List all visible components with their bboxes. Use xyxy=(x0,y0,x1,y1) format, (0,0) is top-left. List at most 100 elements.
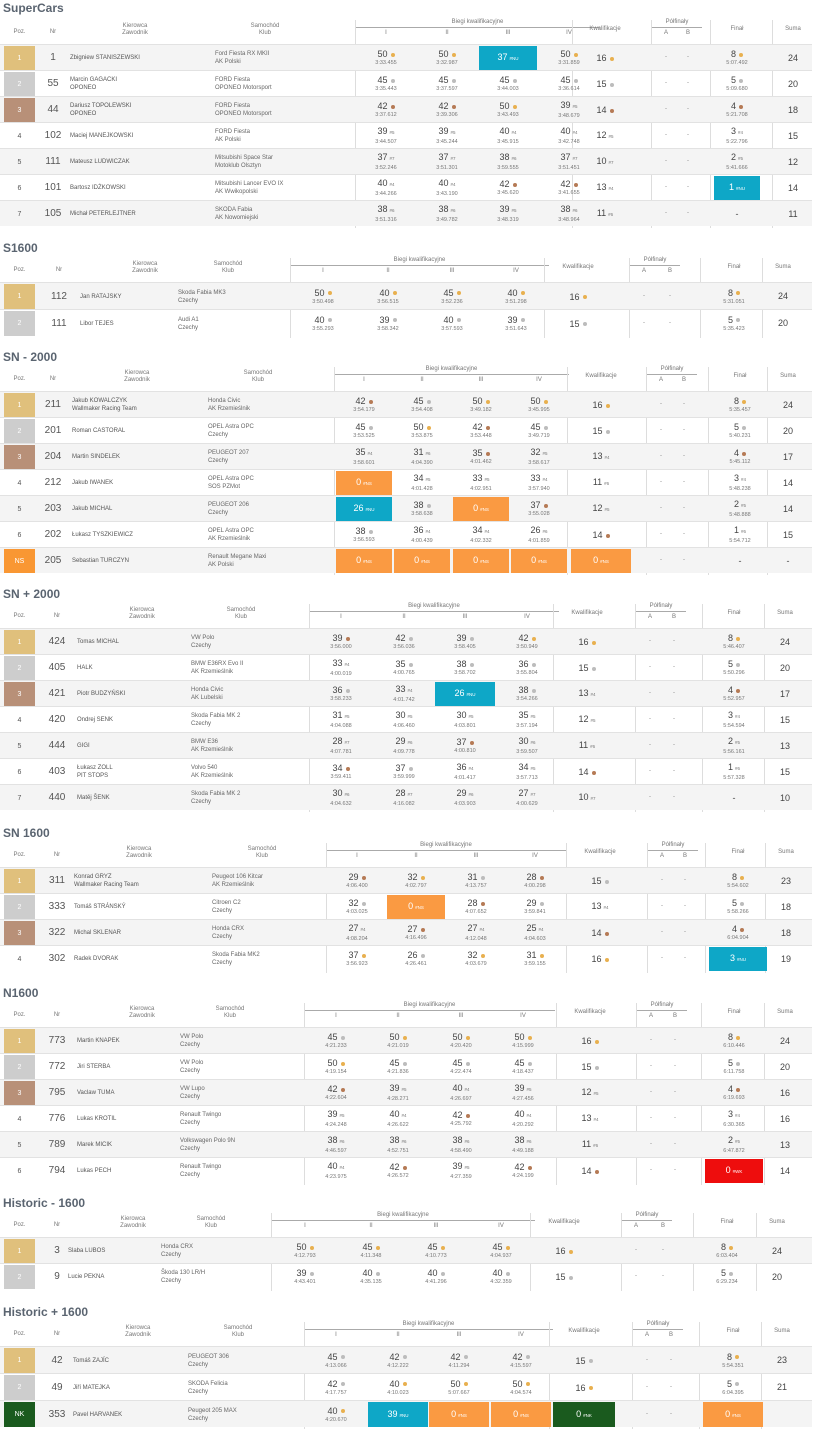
driver-cell: Libor TEJES xyxy=(80,320,114,328)
points-line: 3 #4 xyxy=(728,710,740,722)
heat-time: 4:17.757 xyxy=(325,1389,347,1396)
position-badge: 2 xyxy=(4,1055,35,1079)
medal-dot-icon xyxy=(568,1249,573,1254)
semi-a-cell: - xyxy=(665,132,667,138)
points-line: 39 xyxy=(332,633,350,643)
driver-name: Michał PETERLEJTNER xyxy=(70,211,136,217)
heat-time: 6:10.446 xyxy=(723,1043,745,1049)
heat-time: 5:35.457 xyxy=(729,407,751,413)
points-line: 5 xyxy=(732,898,744,908)
points-line: 26 #NU xyxy=(353,503,374,515)
points-value: 13 xyxy=(596,182,607,192)
points-line: 40 xyxy=(362,1268,380,1278)
sum-value: 15 xyxy=(782,529,793,540)
points-line: 3 #4 xyxy=(731,126,743,138)
car-club: Czechy xyxy=(180,1146,201,1152)
heat-cell-3: 26 #NU xyxy=(435,682,495,706)
heat-time: 4:00.019 xyxy=(330,671,352,677)
heat-cell-2: 26 4:26.461 xyxy=(387,947,445,971)
qualification-cell: 14 xyxy=(576,98,634,122)
heat-time: 3:56.593 xyxy=(353,537,375,543)
heat-cell-2: 40 #4 3:43.190 xyxy=(418,176,476,200)
rank-tag: #4 xyxy=(738,130,744,135)
heat-cell-2: 35 4:00.765 xyxy=(374,656,434,680)
heat-cell-3: 45 3:44.003 xyxy=(479,72,537,96)
points-line: 15 xyxy=(581,1062,599,1072)
heat-cell-1: 36 3:58.233 xyxy=(311,682,371,706)
position-badge: 4 xyxy=(17,1115,22,1123)
final-cell: 5 5:58.266 xyxy=(709,895,767,919)
points-line: 0 #NS xyxy=(356,477,372,489)
points-value: 40 xyxy=(379,287,390,298)
heat-cell-1: 50 4:12.793 xyxy=(273,1239,337,1263)
header-rule xyxy=(355,27,600,28)
rank-tag: #5 xyxy=(450,130,456,135)
final-cell: 2 #5 5:56.161 xyxy=(706,734,762,758)
header-heat-3: III xyxy=(478,377,484,383)
header-driver: Kierowca xyxy=(125,1325,151,1331)
driver-cell: Michal SKLENAR xyxy=(74,929,121,937)
points-value: 45 xyxy=(514,1058,525,1068)
medal-dot-icon xyxy=(368,425,373,430)
qualification-cell: 16 xyxy=(576,46,634,70)
points-line: 39 #5 xyxy=(377,126,394,138)
medal-dot-icon xyxy=(390,78,395,83)
points-line: 42 xyxy=(450,1352,468,1362)
heat-time: 5:52.957 xyxy=(723,696,745,702)
heat-time: 4:04.390 xyxy=(411,460,433,466)
points-value: 32 xyxy=(530,447,541,457)
points-value: 40 xyxy=(560,126,571,136)
rank-tag: #NS xyxy=(458,1412,467,1418)
heat-cell-3: 0 #NS xyxy=(453,497,509,521)
points-value: 39 xyxy=(389,1083,400,1093)
driver-name: Michal SKLENAR xyxy=(74,930,122,936)
heat-time: 4:13.757 xyxy=(465,883,487,889)
points-line: 2 #5 xyxy=(734,499,746,511)
points-line: 42 xyxy=(327,1379,345,1389)
section-title: SuperCars xyxy=(3,1,64,15)
points-value: 28 xyxy=(467,898,478,908)
heat-cell-4: 0 #NS xyxy=(511,549,567,573)
driver-name: Marek MICIK xyxy=(77,1142,113,1148)
driver-name: Slaba LUBOS xyxy=(68,1248,106,1254)
driver-name: Marcin GAGACKI xyxy=(70,77,118,83)
semi-a-cell: - xyxy=(650,1167,652,1173)
points-line: 28 #7 xyxy=(332,736,349,748)
heat-cell-2: 39 #5 4:28.271 xyxy=(368,1081,428,1105)
points-line: 42 xyxy=(472,422,490,432)
points-value: 39 xyxy=(327,1109,338,1119)
points-value: 50 xyxy=(512,1378,523,1389)
driver-cell: Tomas MICHAL xyxy=(77,638,119,646)
heat-time: 5:46.407 xyxy=(723,644,745,650)
medal-dot-icon xyxy=(480,901,485,906)
car-model: BMW E36RX Evo II xyxy=(191,661,244,667)
car-club: Czechy xyxy=(180,1094,201,1100)
car-number: 421 xyxy=(48,688,66,699)
points-value: 45 xyxy=(530,422,541,432)
heat-cell-2: 34 #5 4:01.428 xyxy=(394,471,450,495)
points-value: 29 xyxy=(395,736,406,746)
rank-tag: #NS xyxy=(600,559,609,564)
final-cell: - xyxy=(706,786,762,810)
heat-cell-4: 40 4:32.359 xyxy=(469,1265,533,1289)
header-semis: Półfinały xyxy=(643,257,667,263)
points-value: 40 xyxy=(452,1083,463,1093)
points-value: 29 xyxy=(456,788,467,798)
header-qual: Kwalifikacje xyxy=(548,1219,580,1225)
car-cell: Honda Civic AK Rzemieślnik xyxy=(208,397,250,413)
driver-cell: Jiří MATEJKA xyxy=(73,1384,110,1392)
header-semi-a: A xyxy=(659,853,664,859)
header-driver: Kierowca xyxy=(129,1006,155,1012)
car-number: 444 xyxy=(48,740,66,751)
column-divider xyxy=(764,604,765,812)
semi-b-cell: - xyxy=(683,557,685,563)
heat-time: 5:09.680 xyxy=(726,86,748,92)
car-cell: Ford Fiesta RX MKII AK Polski xyxy=(215,50,269,66)
car-model: Renault Twingo xyxy=(180,1112,222,1118)
qualification-cell: 16 xyxy=(553,1375,615,1400)
semi-b-cell: - xyxy=(673,716,675,722)
points-value: 42 xyxy=(560,179,571,189)
result-row: 7 105 Michał PETERLEJTNER SKODA Fabia AK Now… xyxy=(0,200,812,226)
driver-name: HALK xyxy=(77,665,93,671)
points-value: 38 xyxy=(456,659,467,669)
